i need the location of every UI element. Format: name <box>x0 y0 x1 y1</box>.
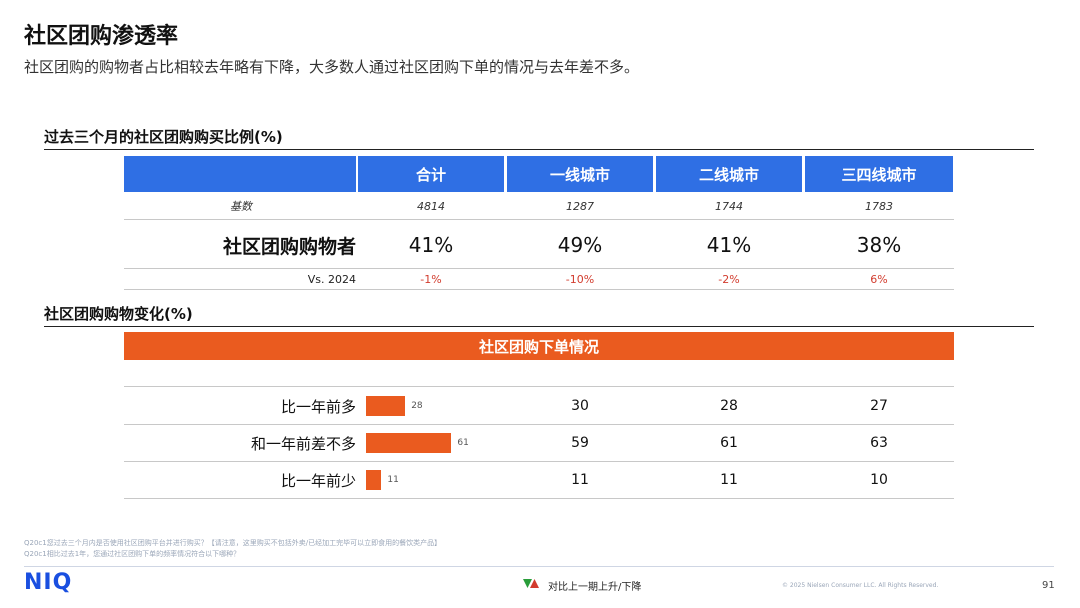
copyright: © 2025 Nielsen Consumer LLC. All Rights … <box>782 582 939 589</box>
pct-tier2: 41% <box>706 233 752 257</box>
value-label: 59 <box>571 435 589 451</box>
footnote-1: Q20c1您过去三个月内是否使用社区团购平台并进行购买？【请注意，这里购买不包括… <box>24 539 442 547</box>
footer-rule <box>24 566 1054 567</box>
value-label: 11 <box>571 472 589 488</box>
value-label: 10 <box>870 472 888 488</box>
row-divider <box>124 424 954 425</box>
table-header-blank <box>124 156 356 192</box>
col-header-tier2: 二线城市 <box>656 156 802 192</box>
section2-title: 社区团购购物变化(%) <box>44 305 193 323</box>
col-header-tier34: 三四线城市 <box>805 156 953 192</box>
bar-data-label: 28 <box>411 401 423 411</box>
bar-total <box>366 396 406 416</box>
bar-data-label: 61 <box>457 438 469 448</box>
category-label: 比一年前多 <box>280 397 356 416</box>
row-label-shoppers: 社区团购购物者 <box>222 235 356 258</box>
divider <box>124 219 954 220</box>
value-label: 61 <box>720 435 738 451</box>
value-label: 27 <box>870 398 888 414</box>
section2-banner: 社区团购下单情况 <box>124 332 954 360</box>
vs-tier34: 6% <box>870 272 888 286</box>
basis-total: 4814 <box>417 199 445 213</box>
up-down-arrows-icon <box>523 579 539 588</box>
legend-note: 对比上一期上升/下降 <box>548 582 642 593</box>
row-divider <box>124 461 954 462</box>
value-label: 11 <box>720 472 738 488</box>
pct-tier1: 49% <box>557 233 603 257</box>
basis-label: 基数 <box>230 200 252 213</box>
value-label: 63 <box>870 435 888 451</box>
value-label: 30 <box>571 398 589 414</box>
category-label: 比一年前少 <box>280 471 356 490</box>
bar-total <box>366 470 382 490</box>
pct-tier34: 38% <box>856 233 902 257</box>
page-number: 91 <box>1042 580 1055 591</box>
col-header-tier1: 一线城市 <box>507 156 653 192</box>
bar-data-label: 11 <box>387 475 399 485</box>
section1-title: 过去三个月的社区团购购买比例(%) <box>44 128 283 146</box>
vs-label: Vs. 2024 <box>307 272 356 286</box>
footnote-2: Q20c1相比过去1年，您通过社区团购下单的频率情况符合以下哪种？ <box>24 550 241 558</box>
section1-rule <box>44 149 1034 150</box>
vs-tier1: -10% <box>565 272 595 286</box>
basis-tier2: 1744 <box>715 199 743 213</box>
col-header-total: 合计 <box>358 156 504 192</box>
divider <box>124 386 954 387</box>
pct-total: 41% <box>408 233 454 257</box>
divider <box>124 268 954 269</box>
basis-tier1: 1287 <box>566 199 594 213</box>
row-divider <box>124 498 954 499</box>
divider <box>124 289 954 290</box>
niq-logo: NIQ <box>24 570 73 595</box>
page-title: 社区团购渗透率 <box>24 24 179 49</box>
basis-tier34: 1783 <box>865 199 893 213</box>
section2-rule <box>44 326 1034 327</box>
value-label: 28 <box>720 398 738 414</box>
category-label: 和一年前差不多 <box>250 434 356 453</box>
vs-tier2: -2% <box>718 272 740 286</box>
vs-total: -1% <box>420 272 442 286</box>
page-subtitle: 社区团购的购物者占比相较去年略有下降，大多数人通过社区团购下单的情况与去年差不多… <box>24 58 640 76</box>
bar-total <box>366 433 452 453</box>
